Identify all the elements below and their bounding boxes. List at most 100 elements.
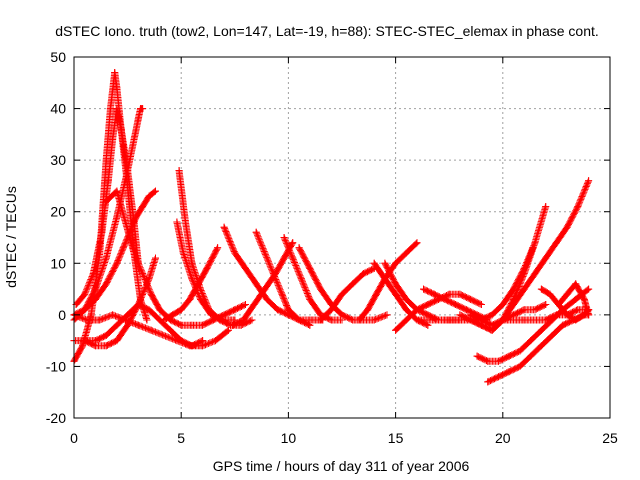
data-point: [109, 136, 117, 143]
data-point: [113, 259, 121, 267]
data-point: [89, 270, 97, 278]
data-point: [98, 228, 106, 236]
data-point: [572, 316, 580, 324]
data-point: [199, 321, 207, 329]
data-point: [145, 192, 153, 200]
data-point: [531, 316, 539, 324]
data-point: [392, 326, 400, 334]
series: [555, 280, 593, 319]
grid: [74, 57, 610, 418]
data-point: [132, 213, 140, 221]
data-point: [295, 316, 303, 324]
data-point: [563, 290, 571, 298]
data-point: [91, 285, 99, 293]
data-point: [113, 321, 121, 329]
data-point: [435, 316, 442, 324]
data-point: [383, 311, 391, 319]
data-point: [402, 249, 410, 257]
x-tick-label: 5: [177, 430, 185, 446]
data-point: [231, 306, 239, 314]
data-point: [194, 280, 202, 288]
data-point: [488, 311, 496, 319]
data-point: [574, 306, 582, 314]
data-point: [456, 311, 464, 319]
data-point: [495, 357, 502, 365]
data-point: [197, 295, 204, 303]
series: [295, 244, 391, 324]
data-point: [370, 316, 378, 324]
data-point: [104, 177, 112, 185]
data-point: [531, 270, 539, 278]
data-point: [499, 301, 507, 308]
data-point: [537, 285, 545, 293]
series: [467, 244, 537, 324]
data-point: [445, 290, 453, 298]
data-point: [495, 373, 502, 381]
data-point: [531, 239, 539, 247]
series-marker-path: [295, 244, 391, 324]
data-point: [317, 285, 325, 293]
data-point: [510, 316, 517, 324]
data-point: [173, 337, 181, 345]
axis-ticks: 0 5 10 15 20 25 -20 -10 0 10 20 30 40 50: [46, 49, 618, 446]
data-point: [542, 316, 550, 324]
data-point: [364, 306, 372, 314]
x-tick-label: 10: [281, 430, 297, 446]
data-point: [420, 285, 427, 293]
data-point: [91, 295, 99, 303]
data-point: [214, 244, 222, 252]
data-point: [91, 342, 99, 350]
data-point: [207, 311, 215, 319]
data-point: [462, 306, 470, 314]
series-marker-path: [102, 187, 249, 329]
data-point: [552, 311, 560, 319]
data-point: [220, 316, 228, 324]
data-point: [477, 301, 485, 308]
data-point: [520, 264, 528, 272]
data-point: [113, 84, 121, 92]
data-point: [81, 306, 89, 314]
data-point: [160, 316, 168, 324]
data-point: [188, 275, 196, 283]
data-point: [349, 316, 357, 324]
data-point: [203, 264, 211, 272]
data-point: [531, 306, 539, 314]
y-tick-label: 30: [50, 152, 66, 168]
data-point: [542, 254, 550, 262]
data-point: [563, 223, 571, 231]
data-point: [295, 244, 303, 252]
data-point: [272, 270, 279, 278]
data-point: [130, 136, 138, 143]
data-point: [81, 337, 89, 345]
data-point: [529, 244, 537, 252]
data-point: [179, 249, 187, 257]
data-point: [152, 254, 159, 262]
data-point: [572, 295, 580, 303]
data-point: [177, 306, 185, 314]
data-point: [516, 347, 524, 355]
data-point: [242, 301, 249, 308]
data-point: [370, 259, 378, 267]
series: [355, 239, 421, 324]
data-point: [252, 280, 260, 288]
data-point: [220, 223, 228, 231]
data-point: [441, 295, 449, 303]
data-point: [413, 239, 421, 247]
data-point: [147, 326, 155, 334]
data-point: [392, 280, 400, 288]
data-point: [488, 326, 496, 334]
data-point: [102, 332, 110, 339]
data-point: [177, 321, 185, 329]
data-point: [585, 311, 593, 319]
data-point: [392, 259, 400, 267]
data-point: [585, 285, 593, 293]
data-point: [188, 321, 196, 329]
series: [160, 244, 222, 324]
series: [280, 234, 346, 324]
data-point: [484, 378, 492, 386]
data-point: [289, 239, 297, 247]
data-point: [145, 275, 153, 283]
data-point: [537, 342, 545, 350]
data-point: [585, 177, 593, 185]
data-point: [250, 301, 258, 308]
